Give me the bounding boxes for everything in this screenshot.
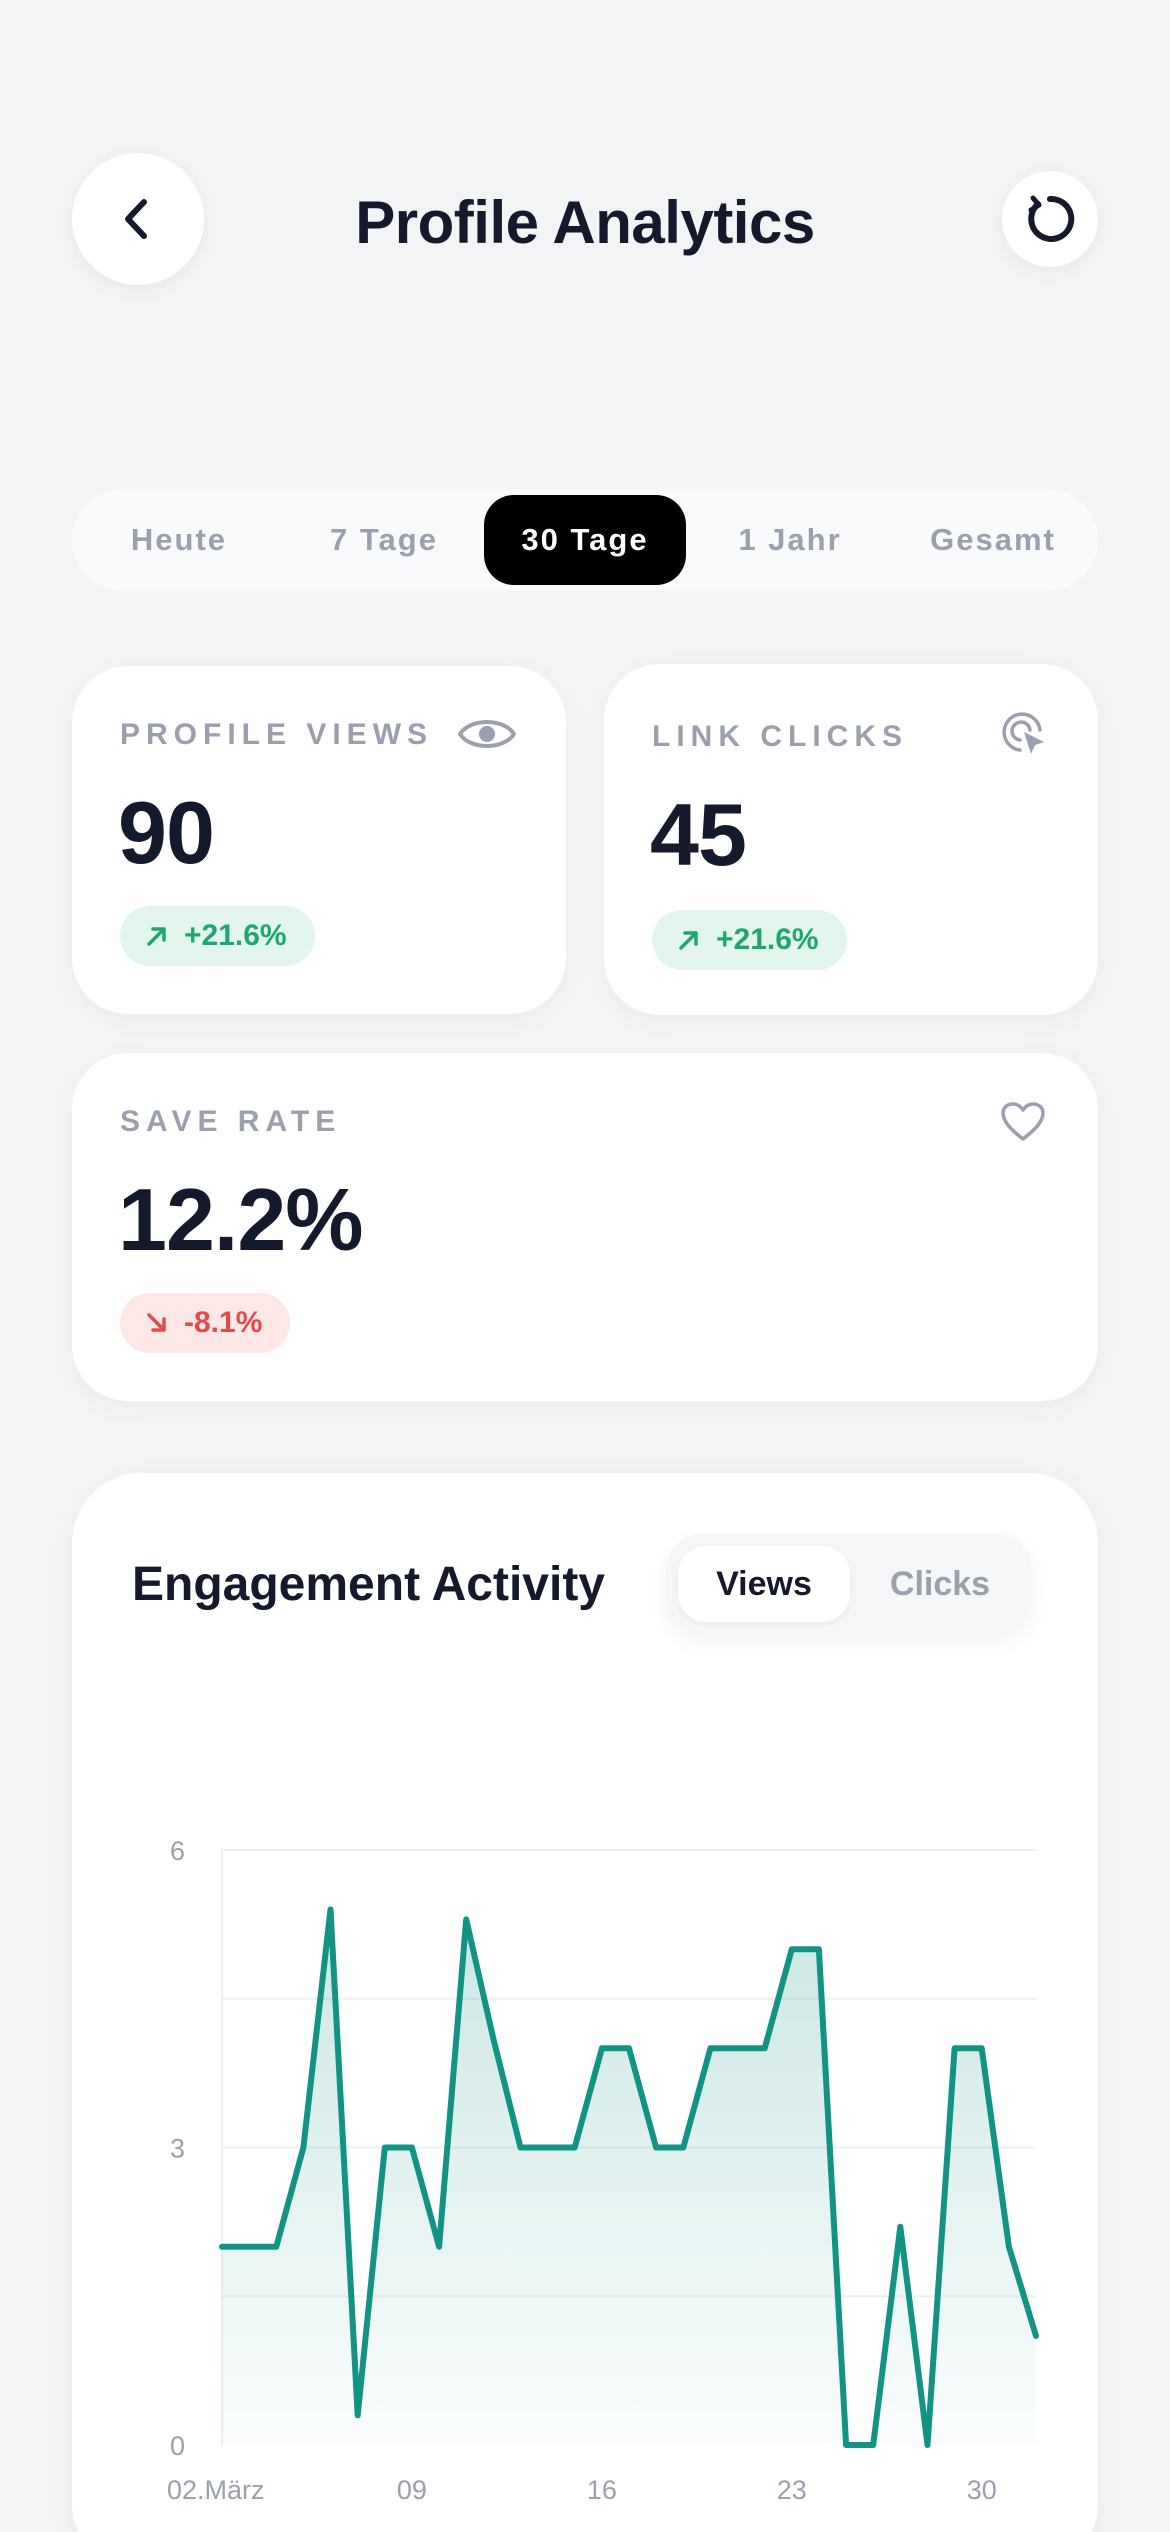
period-tab-gesamt[interactable]: Gesamt <box>930 522 1056 557</box>
chevron-left-icon <box>125 199 147 239</box>
back-button[interactable] <box>72 153 204 285</box>
chart-area-fill <box>222 1909 1036 2445</box>
chart-x-tick-label: 16 <box>587 2475 617 2505</box>
period-tab-30-tage[interactable]: 30 Tage <box>484 495 686 585</box>
page-title: Profile Analytics <box>355 189 815 256</box>
link-clicks-label: LINK CLICKS <box>652 720 908 753</box>
toggle-clicks[interactable]: Clicks <box>889 1564 991 1603</box>
link-clicks-value: 45 <box>650 785 747 884</box>
chart-y-tick-label: 6 <box>170 1836 185 1866</box>
chart-x-tick-label: 30 <box>967 2475 997 2505</box>
link-clicks-change-badge: +21.6% <box>652 910 847 970</box>
period-tab-heute[interactable]: Heute <box>130 522 228 557</box>
chart-title: Engagement Activity <box>132 1558 605 1611</box>
arrow-up-right-icon <box>147 927 166 946</box>
profile-views-label: PROFILE VIEWS <box>120 718 434 751</box>
chart-series-line <box>219 1906 1039 2448</box>
period-tab-1-jahr[interactable]: 1 Jahr <box>738 522 842 557</box>
profile-views-change-badge: +21.6% <box>120 906 315 966</box>
save-rate-card[interactable]: SAVE RATE 12.2% -8.1% <box>72 1053 1098 1401</box>
toggle-views[interactable]: Views <box>678 1546 850 1622</box>
eye-icon <box>458 720 516 748</box>
heart-icon <box>1001 1102 1045 1141</box>
chart-y-tick-label: 0 <box>170 2431 185 2461</box>
refresh-button[interactable] <box>1002 171 1098 267</box>
save-rate-change: -8.1% <box>184 1306 263 1339</box>
chart-x-tick-label: 09 <box>397 2475 427 2505</box>
arrow-down-right-icon <box>147 1313 166 1332</box>
chart-x-tick-label: 02.März <box>167 2475 265 2505</box>
profile-views-change: +21.6% <box>184 919 287 952</box>
save-rate-change-badge: -8.1% <box>120 1293 291 1353</box>
link-clicks-card[interactable]: LINK CLICKS 45 +21.6% <box>604 664 1098 1015</box>
save-rate-value: 12.2% <box>118 1170 364 1269</box>
chart-x-tick-label: 23 <box>777 2475 807 2505</box>
refresh-icon <box>1028 195 1075 242</box>
chart-metric-toggle: Views Clicks <box>666 1534 1032 1634</box>
profile-views-value: 90 <box>118 783 215 882</box>
arrow-up-right-icon <box>679 931 698 950</box>
period-selector: Heute 7 Tage 30 Tage 1 Jahr Gesamt <box>72 489 1098 591</box>
period-tab-7-tage[interactable]: 7 Tage <box>330 522 438 557</box>
link-clicks-change: +21.6% <box>716 923 819 956</box>
engagement-line-chart: 0 3 6 02.März 09 16 23 30 <box>167 1836 1039 2505</box>
cursor-click-icon <box>1002 712 1044 754</box>
profile-views-card[interactable]: PROFILE VIEWS 90 +21.6% <box>72 666 566 1014</box>
engagement-chart-card: Engagement Activity Views Clicks 0 3 6 02.M… <box>72 1473 1098 2532</box>
status-bar-area <box>0 0 1170 135</box>
save-rate-label: SAVE RATE <box>120 1105 342 1138</box>
chart-y-tick-label: 3 <box>170 2134 185 2164</box>
